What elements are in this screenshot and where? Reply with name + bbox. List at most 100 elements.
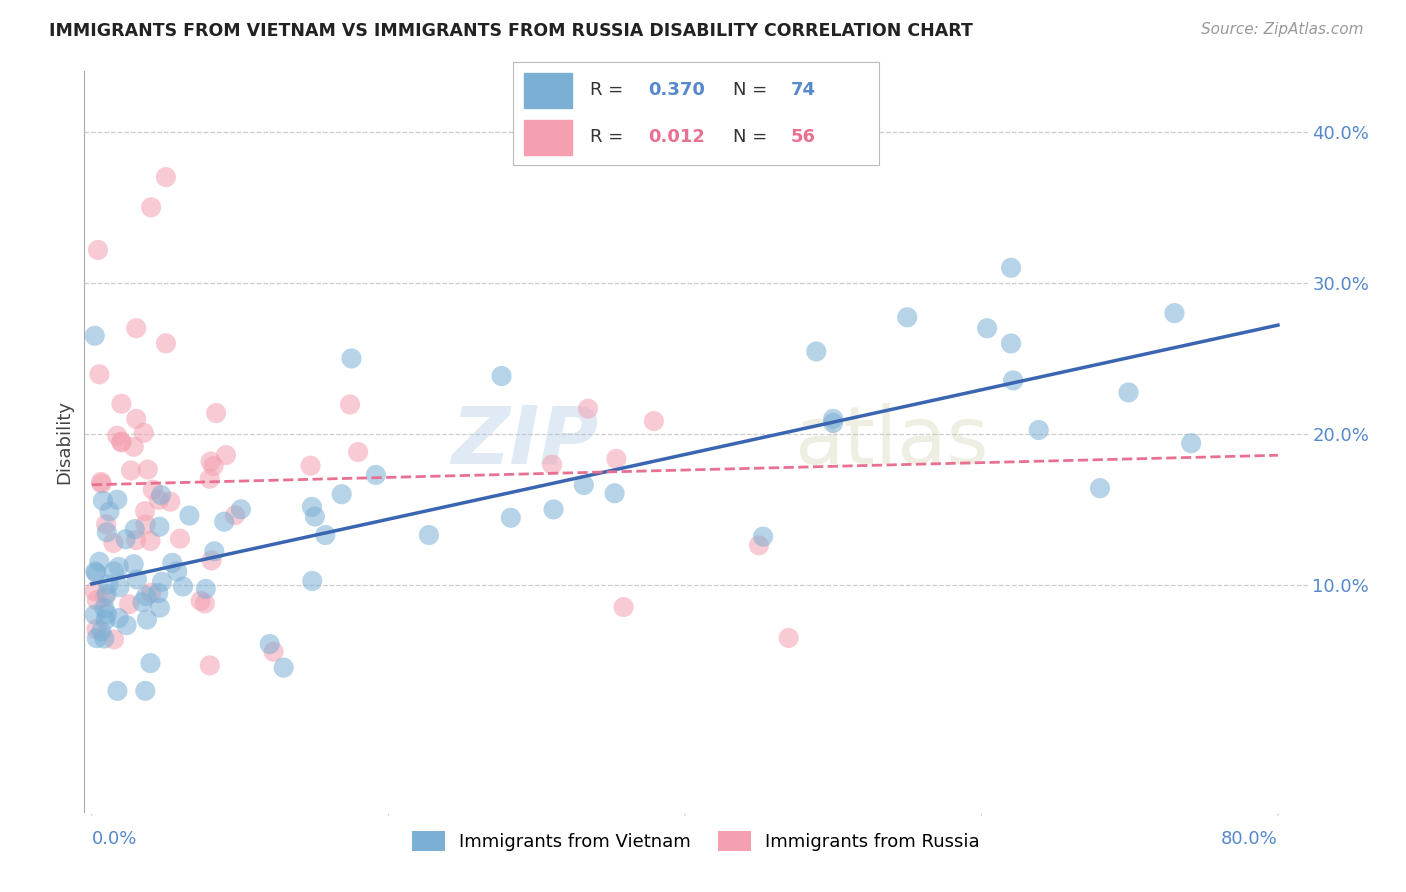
Point: [172, 580, 194, 594]
Point: [205, 406, 228, 420]
Text: IMMIGRANTS FROM VIETNAM VS IMMIGRANTS FROM RUSSIA DISABILITY CORRELATION CHART: IMMIGRANTS FROM VIETNAM VS IMMIGRANTS FR…: [49, 22, 973, 40]
Point: [83, 328, 105, 343]
Point: [155, 336, 177, 351]
Point: [1180, 436, 1202, 450]
Point: [84, 566, 107, 580]
Point: [576, 401, 599, 416]
Point: [748, 538, 770, 552]
Point: [125, 573, 148, 587]
Text: 56: 56: [792, 128, 815, 146]
Point: [89, 368, 111, 382]
Text: 80.0%: 80.0%: [1222, 830, 1278, 848]
Point: [103, 632, 125, 647]
Text: ZIP: ZIP: [451, 402, 598, 481]
Point: [330, 487, 353, 501]
Point: [823, 416, 845, 430]
Point: [1028, 423, 1050, 437]
Point: [94, 590, 117, 604]
Point: [194, 582, 217, 596]
Point: [200, 553, 222, 567]
Point: [212, 515, 235, 529]
Point: [198, 472, 221, 486]
Point: [94, 517, 117, 532]
Point: [107, 560, 129, 574]
Point: [1002, 374, 1025, 388]
Point: [90, 476, 112, 491]
Bar: [524, 73, 572, 108]
Point: [339, 397, 361, 411]
Point: [105, 683, 128, 698]
Point: [96, 607, 118, 621]
Point: [120, 463, 142, 477]
Point: [105, 492, 128, 507]
Point: [86, 623, 108, 637]
Point: [98, 504, 121, 518]
Text: 0.370: 0.370: [648, 81, 706, 99]
Text: 74: 74: [792, 81, 815, 99]
Point: [155, 170, 177, 185]
Point: [179, 508, 201, 523]
Point: [139, 656, 162, 670]
Point: [87, 243, 110, 257]
Text: R =: R =: [591, 128, 628, 146]
Point: [110, 397, 132, 411]
Point: [194, 596, 217, 610]
Text: N =: N =: [733, 128, 772, 146]
Point: [90, 624, 112, 639]
Point: [273, 660, 295, 674]
Point: [613, 600, 636, 615]
Point: [122, 558, 145, 572]
Point: [603, 486, 626, 500]
Text: atlas: atlas: [794, 402, 988, 481]
Point: [198, 658, 221, 673]
Point: [159, 494, 181, 508]
Point: [139, 200, 162, 214]
Text: N =: N =: [733, 81, 772, 99]
Point: [83, 607, 105, 622]
Point: [823, 412, 845, 426]
Point: [134, 683, 156, 698]
Point: [976, 321, 998, 335]
Point: [162, 556, 184, 570]
Point: [202, 544, 225, 558]
Point: [364, 467, 387, 482]
Point: [114, 533, 136, 547]
Point: [118, 597, 141, 611]
Point: [543, 502, 565, 516]
Point: [148, 520, 170, 534]
Bar: [524, 120, 572, 155]
Point: [93, 601, 115, 615]
Point: [84, 565, 107, 579]
Point: [83, 584, 105, 599]
Point: [643, 414, 665, 428]
Point: [263, 645, 285, 659]
Point: [110, 434, 132, 449]
Point: [148, 492, 170, 507]
Point: [169, 532, 191, 546]
Point: [139, 533, 162, 548]
Point: [148, 586, 170, 600]
Point: [136, 462, 159, 476]
Text: 0.012: 0.012: [648, 128, 706, 146]
Point: [103, 536, 125, 550]
Point: [96, 587, 118, 601]
Text: R =: R =: [591, 81, 628, 99]
Point: [224, 508, 246, 523]
Point: [202, 458, 225, 473]
Point: [132, 425, 155, 440]
Point: [347, 445, 370, 459]
Point: [93, 632, 115, 646]
Point: [1118, 385, 1140, 400]
Y-axis label: Disability: Disability: [55, 400, 73, 483]
Point: [131, 595, 153, 609]
Point: [806, 344, 828, 359]
Point: [124, 522, 146, 536]
Point: [491, 369, 513, 384]
Legend: Immigrants from Vietnam, Immigrants from Russia: Immigrants from Vietnam, Immigrants from…: [405, 824, 987, 858]
Point: [190, 594, 212, 608]
Point: [89, 555, 111, 569]
Point: [108, 580, 131, 594]
Point: [91, 493, 114, 508]
Point: [301, 500, 323, 514]
Point: [314, 528, 336, 542]
